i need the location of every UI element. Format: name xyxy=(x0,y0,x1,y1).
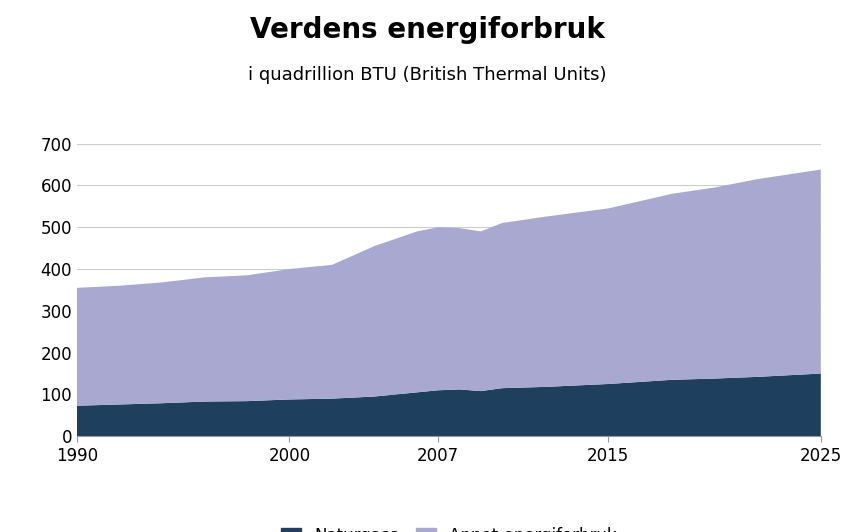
Legend: Naturgass, Annet energiforbruk: Naturgass, Annet energiforbruk xyxy=(281,527,616,532)
Text: i quadrillion BTU (British Thermal Units): i quadrillion BTU (British Thermal Units… xyxy=(248,66,607,85)
Text: Verdens energiforbruk: Verdens energiforbruk xyxy=(250,16,605,44)
